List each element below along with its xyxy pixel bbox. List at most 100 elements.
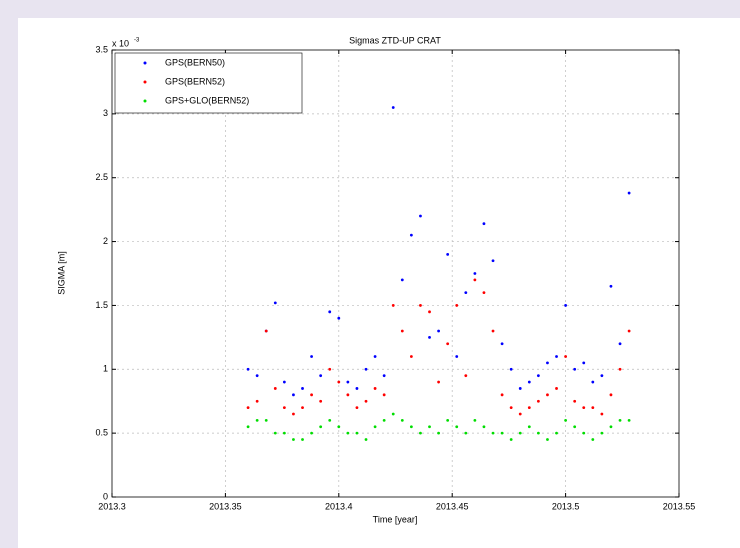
point [582,406,586,409]
y-exponent: -3 [134,38,140,44]
point [527,425,531,429]
point [500,431,504,435]
point [428,425,431,429]
point [292,412,295,416]
x-axis-label: Time [year] [373,514,418,524]
point [292,438,295,441]
point [536,399,540,403]
point [400,418,404,422]
point [473,278,477,282]
point [273,301,277,305]
point [364,367,368,371]
point [609,425,613,429]
point [355,431,359,435]
point [600,412,604,416]
point [437,431,440,435]
point [627,329,631,333]
y-tick-label: 0.5 [95,428,108,438]
point [455,425,459,429]
point [518,387,522,390]
point [264,418,268,422]
point [428,310,431,314]
point [591,438,595,441]
point [373,355,377,358]
point [546,361,549,365]
legend-marker [143,61,147,65]
x-tick-label: 2013.35 [209,501,242,511]
chart-title: Sigmas ZTD-UP CRAT [349,35,441,45]
point [355,387,359,390]
y-axis-label: SIGMA [m] [56,251,66,295]
legend-label: GPS(BERN50) [165,57,225,67]
point [409,425,413,429]
point [509,438,513,441]
point [491,431,495,435]
point [482,425,486,429]
point [355,406,359,409]
point [391,412,395,416]
point [282,406,286,409]
point [391,106,395,109]
point [409,355,413,358]
point [437,329,440,333]
point [455,304,459,307]
point [555,387,558,390]
y-tick-label: 2 [103,236,108,246]
point [364,438,368,441]
y-multiplier: x 10 [112,38,129,48]
point [310,393,313,397]
point [600,374,604,378]
x-tick-label: 2013.5 [552,501,580,511]
point [473,418,477,422]
point [582,431,586,435]
legend-marker [143,80,147,84]
point [346,431,350,435]
y-tick-label: 0 [103,491,108,501]
point [391,304,395,307]
point [382,393,386,397]
point [609,393,613,397]
point [573,399,577,403]
point [282,380,286,384]
legend-label: GPS(BERN52) [165,76,225,86]
y-tick-label: 2.5 [95,172,108,182]
point [409,233,413,237]
point [500,342,504,346]
x-tick-label: 2013.3 [98,501,126,511]
x-tick-label: 2013.45 [436,501,469,511]
point [273,387,277,390]
point [555,355,558,358]
point [546,438,549,441]
point [627,191,631,195]
point [346,393,350,397]
point [373,425,377,429]
point [255,418,259,422]
point [582,361,586,365]
point [246,367,250,371]
point [491,329,495,333]
point [328,418,332,422]
legend-box [114,52,303,114]
point [310,431,313,435]
point [446,418,450,422]
point [455,355,459,358]
y-tick-label: 3 [103,108,108,118]
point [255,374,259,378]
point [310,355,313,358]
point [564,418,567,422]
point [591,380,595,384]
point [301,406,304,409]
point [555,431,558,435]
point [600,431,604,435]
point [518,431,522,435]
point [382,374,386,378]
point [527,380,531,384]
point [627,418,631,422]
point [509,406,513,409]
point [337,316,341,320]
y-tick-label: 1 [103,364,108,374]
point [419,214,422,218]
point [536,431,540,435]
point [546,393,549,397]
point [246,425,250,429]
